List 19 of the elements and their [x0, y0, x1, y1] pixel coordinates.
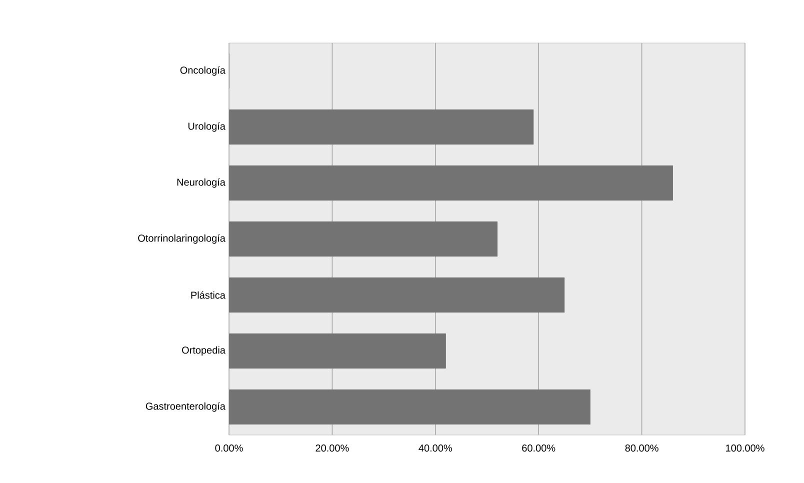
bar — [229, 333, 446, 369]
x-tick-label: 20.00% — [316, 444, 349, 452]
x-tick-label: 80.00% — [625, 444, 658, 452]
y-tick-label: Ortopedia — [182, 346, 226, 356]
y-tick-label: Otorrinolaringología — [138, 234, 226, 244]
x-tick-label: 0.00% — [215, 444, 243, 452]
x-tick-label: 40.00% — [418, 444, 452, 452]
bar — [229, 389, 590, 425]
y-tick-label: Neurología — [177, 178, 226, 188]
y-tick-label: Oncología — [180, 66, 226, 76]
x-tick-label: 60.00% — [522, 444, 556, 452]
y-tick-label: Plástica — [191, 291, 226, 299]
bar — [229, 221, 498, 257]
x-tick-label: 100.00% — [726, 444, 764, 452]
bar — [229, 165, 673, 201]
bar — [229, 277, 565, 313]
y-tick-label: Urología — [188, 122, 226, 132]
y-tick-label: Gastroenterología — [146, 402, 226, 412]
bar — [229, 109, 534, 145]
